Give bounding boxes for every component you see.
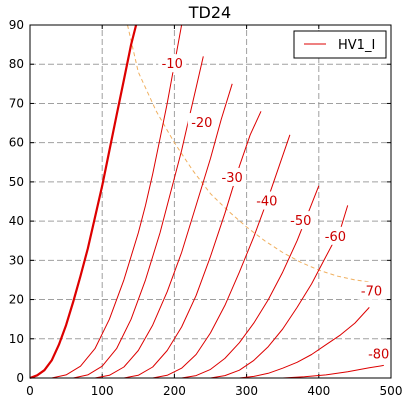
x-tick-label: 400 (307, 384, 330, 398)
y-tick-label: 60 (9, 136, 24, 150)
series-line (239, 307, 370, 379)
curve-label-bg (286, 211, 315, 230)
curve-label-bg (158, 54, 187, 73)
y-tick-label: 90 (9, 18, 24, 32)
ticks: 0 100 200 300 400 500 0 10 20 30 40 50 60 70 80 90 (9, 18, 403, 398)
y-tick-label: 70 (9, 96, 24, 110)
y-tick-label: 10 (9, 332, 24, 346)
x-tick-label: 200 (163, 384, 186, 398)
legend: HV1_I (293, 30, 387, 59)
curve-label: -20 (191, 116, 212, 131)
curve-labels: -10 -20 -30 -40 -50 -60 -70 -80 (158, 54, 393, 363)
curve-label: -10 (162, 57, 183, 72)
y-tick-label: 20 (9, 293, 24, 307)
curve-label: -40 (256, 195, 277, 210)
curve-label-bg (364, 344, 393, 363)
series-line (123, 111, 262, 379)
curve-label-bg (187, 113, 216, 132)
series-line (181, 185, 320, 379)
y-tick-label: 80 (9, 57, 24, 71)
curves (29, 24, 384, 380)
y-tick-label: 40 (9, 214, 24, 228)
curve-label: -60 (325, 230, 346, 245)
y-tick-label: 50 (9, 175, 24, 189)
series-line (210, 205, 349, 379)
curve-label-bg (252, 191, 281, 210)
curve-label: -30 (222, 171, 243, 186)
series-line (282, 364, 384, 379)
series-line (152, 134, 291, 379)
x-tick-label: 500 (380, 384, 403, 398)
x-tick-label: 0 (26, 384, 34, 398)
series-line (94, 83, 233, 379)
curve-label-bg (218, 167, 247, 186)
x-tick-label: 100 (91, 384, 114, 398)
y-tick-label: 30 (9, 253, 24, 267)
y-tick-label: 0 (16, 371, 24, 385)
curve-label: -80 (368, 347, 389, 362)
curve-label-bg (321, 226, 350, 245)
plot-frame (29, 24, 392, 379)
curve-label: -70 (361, 285, 382, 300)
curve-label-bg (357, 281, 386, 300)
x-tick-label: 300 (235, 384, 258, 398)
chart-title: TD24 (188, 3, 231, 22)
series-line (29, 24, 138, 380)
curve-label: -50 (290, 214, 311, 229)
grid (30, 25, 391, 378)
series-line (51, 24, 183, 379)
legend-label: HV1_I (338, 38, 375, 53)
power-limit-curve (127, 24, 377, 285)
